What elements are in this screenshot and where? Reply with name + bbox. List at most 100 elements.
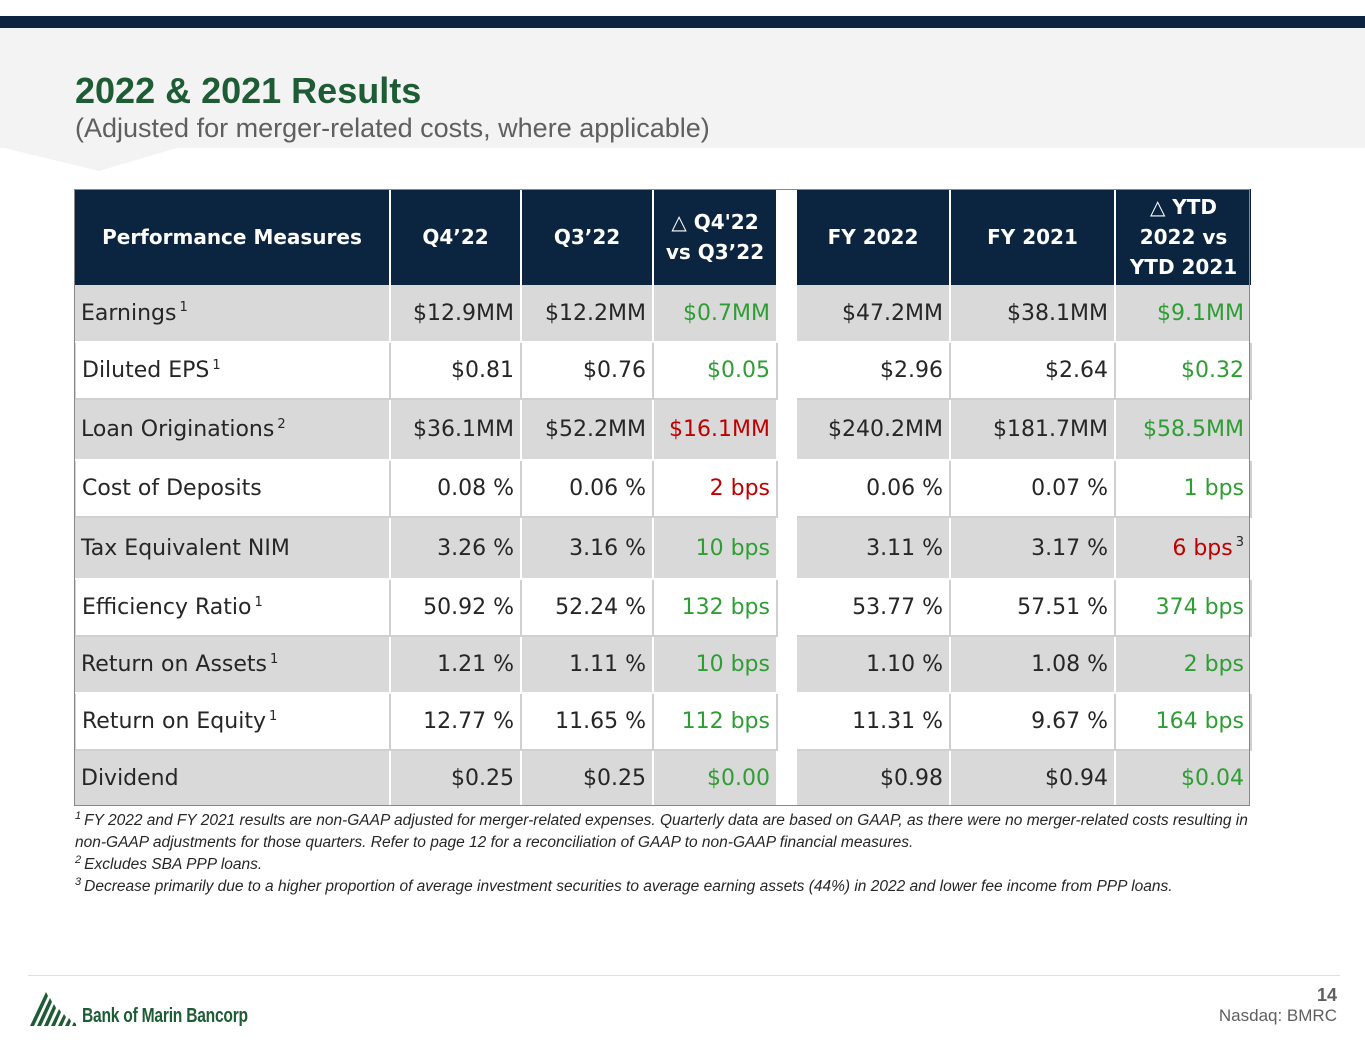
col-header-delta-ytd: △ YTD 2022 vs YTD 2021 bbox=[1115, 189, 1251, 285]
cell-delta-ytd: 2 bps bbox=[1115, 636, 1252, 694]
cell-q3: 11.65 % bbox=[521, 693, 654, 751]
results-table: Performance Measures Q4’22 Q3’22 △ Q4'22… bbox=[74, 189, 1252, 807]
cell-delta-ytd: $9.1MM bbox=[1115, 285, 1252, 343]
col-header-q4: Q4’22 bbox=[390, 189, 522, 285]
cell-fy2021: $2.64 bbox=[950, 342, 1116, 400]
cell-fy2022: $240.2MM bbox=[797, 399, 951, 461]
cell-q3: 52.24 % bbox=[521, 579, 654, 637]
cell-fy2022: $0.98 bbox=[797, 750, 951, 807]
col-header-delta-quarter: △ Q4'22 vs Q3’22 bbox=[653, 189, 778, 285]
table-row: Cost of Deposits 0.08 % 0.06 % 2 bps 0.0… bbox=[74, 460, 1252, 518]
table-row: Dividend $0.25 $0.25 $0.00 $0.98 $0.94 $… bbox=[75, 750, 1252, 807]
page-number: 14 bbox=[1316, 985, 1337, 1005]
cell-fy2022: $47.2MM bbox=[797, 285, 951, 343]
cell-fy2021: 3.17 % bbox=[950, 517, 1116, 580]
delta-ytd-line1: △ YTD bbox=[1149, 195, 1218, 219]
delta-quarter-line1: △ Q4'22 bbox=[671, 210, 759, 234]
cell-q4: $36.1MM bbox=[390, 399, 522, 461]
col-gap bbox=[777, 189, 797, 285]
col-header-fy2022: FY 2022 bbox=[797, 189, 951, 285]
cell-q4: 50.92 % bbox=[390, 579, 522, 637]
delta-ytd-line2: 2022 vs bbox=[1139, 225, 1228, 249]
cell-delta-quarter: 10 bps bbox=[653, 636, 778, 694]
cell-q4: $0.25 bbox=[390, 750, 522, 807]
row-label: Loan Originations 2 bbox=[75, 399, 391, 461]
table-row: Return on Assets 1 1.21 % 1.11 % 10 bps 1… bbox=[75, 636, 1252, 694]
footnote-3: 3 Decrease primarily due to a higher prop… bbox=[75, 875, 1173, 895]
cell-fy2021: $38.1MM bbox=[950, 285, 1116, 343]
cell-q3: 0.06 % bbox=[521, 460, 654, 518]
page-title: 2022 & 2021 Results bbox=[75, 70, 422, 111]
cell-delta-ytd: 6 bps 3 bbox=[1115, 517, 1252, 580]
cell-delta-quarter: 2 bps bbox=[653, 460, 778, 518]
table-row: Earnings 1 $12.9MM $12.2MM $0.7MM $47.2MM… bbox=[75, 285, 1252, 343]
cell-delta-quarter: 132 bps bbox=[653, 579, 778, 637]
delta-quarter-line2: vs Q3’22 bbox=[665, 240, 765, 264]
cell-delta-ytd: 1 bps bbox=[1115, 460, 1252, 518]
table-row: Return on Equity 1 12.77 % 11.65 % 112 bp… bbox=[74, 693, 1252, 751]
cell-q4: 3.26 % bbox=[390, 517, 522, 580]
cell-fy2022: 3.11 % bbox=[797, 517, 951, 580]
cell-delta-quarter: $16.1MM bbox=[653, 399, 778, 461]
cell-q3: $12.2MM bbox=[521, 285, 654, 343]
cell-delta-ytd: $58.5MM bbox=[1115, 399, 1252, 461]
page-subtitle: (Adjusted for merger-related costs, wher… bbox=[75, 113, 710, 143]
row-label: Dividend bbox=[75, 750, 391, 807]
cell-delta-ytd: $0.32 bbox=[1115, 342, 1252, 400]
row-label: Earnings 1 bbox=[75, 285, 391, 343]
title-band-notch bbox=[0, 147, 180, 171]
footnote-2: 2 Excludes SBA PPP loans. bbox=[75, 853, 263, 873]
cell-q4: $0.81 bbox=[390, 342, 522, 400]
cell-delta-ytd: 164 bps bbox=[1115, 693, 1252, 751]
row-label: Return on Equity 1 bbox=[74, 693, 391, 751]
col-header-fy2021: FY 2021 bbox=[950, 189, 1116, 285]
exchange-ticker: Nasdaq: BMRC bbox=[1218, 1006, 1337, 1025]
cell-fy2021: 1.08 % bbox=[950, 636, 1116, 694]
title-band bbox=[0, 28, 1365, 148]
cell-q4: $12.9MM bbox=[390, 285, 522, 343]
cell-delta-quarter: $0.00 bbox=[653, 750, 778, 807]
mountain-logo-icon bbox=[30, 992, 76, 1026]
col-header-measure: Performance Measures bbox=[75, 189, 391, 285]
row-label: Diluted EPS 1 bbox=[74, 342, 391, 400]
cell-delta-quarter: 10 bps bbox=[653, 517, 778, 580]
row-label: Efficiency Ratio 1 bbox=[74, 579, 391, 637]
cell-q3: 3.16 % bbox=[521, 517, 654, 580]
cell-fy2022: 1.10 % bbox=[797, 636, 951, 694]
cell-delta-ytd: $0.04 bbox=[1115, 750, 1252, 807]
cell-q4: 0.08 % bbox=[390, 460, 522, 518]
cell-fy2021: 57.51 % bbox=[950, 579, 1116, 637]
row-label: Cost of Deposits bbox=[74, 460, 391, 518]
row-label: Return on Assets 1 bbox=[75, 636, 391, 694]
col-header-q3: Q3’22 bbox=[521, 189, 654, 285]
cell-delta-quarter: 112 bps bbox=[653, 693, 778, 751]
footer-divider bbox=[28, 975, 1340, 976]
footnote-1: 1 FY 2022 and FY 2021 results are non-GAA… bbox=[75, 809, 1248, 851]
cell-fy2022: $2.96 bbox=[797, 342, 951, 400]
cell-fy2021: $0.94 bbox=[950, 750, 1116, 807]
delta-ytd-line3: YTD 2021 bbox=[1129, 255, 1238, 279]
footnotes: 1 FY 2022 and FY 2021 results are non-GAA… bbox=[75, 810, 1255, 898]
cell-q3: 1.11 % bbox=[521, 636, 654, 694]
table-row: Loan Originations 2 $36.1MM $52.2MM $16.1… bbox=[75, 399, 1252, 461]
row-label: Tax Equivalent NIM bbox=[75, 517, 391, 580]
cell-q4: 1.21 % bbox=[390, 636, 522, 694]
table-header-row: Performance Measures Q4’22 Q3’22 △ Q4'22… bbox=[75, 189, 1251, 285]
cell-q3: $0.76 bbox=[521, 342, 654, 400]
cell-delta-ytd: 374 bps bbox=[1115, 579, 1252, 637]
cell-fy2022: 0.06 % bbox=[797, 460, 951, 518]
cell-fy2021: 0.07 % bbox=[950, 460, 1116, 518]
table-row: Efficiency Ratio 1 50.92 % 52.24 % 132 bp… bbox=[74, 579, 1252, 637]
cell-fy2022: 11.31 % bbox=[797, 693, 951, 751]
cell-q3: $52.2MM bbox=[521, 399, 654, 461]
cell-fy2022: 53.77 % bbox=[797, 579, 951, 637]
top-accent-bar bbox=[0, 16, 1365, 28]
cell-q4: 12.77 % bbox=[390, 693, 522, 751]
cell-q3: $0.25 bbox=[521, 750, 654, 807]
cell-delta-quarter: $0.7MM bbox=[653, 285, 778, 343]
table-row: Tax Equivalent NIM 3.26 % 3.16 % 10 bps … bbox=[75, 517, 1252, 580]
cell-delta-quarter: $0.05 bbox=[653, 342, 778, 400]
bank-logo: Bank of Marin Bancorp bbox=[28, 988, 295, 1028]
cell-fy2021: 9.67 % bbox=[950, 693, 1116, 751]
logo-text: Bank of Marin Bancorp bbox=[82, 1005, 248, 1027]
